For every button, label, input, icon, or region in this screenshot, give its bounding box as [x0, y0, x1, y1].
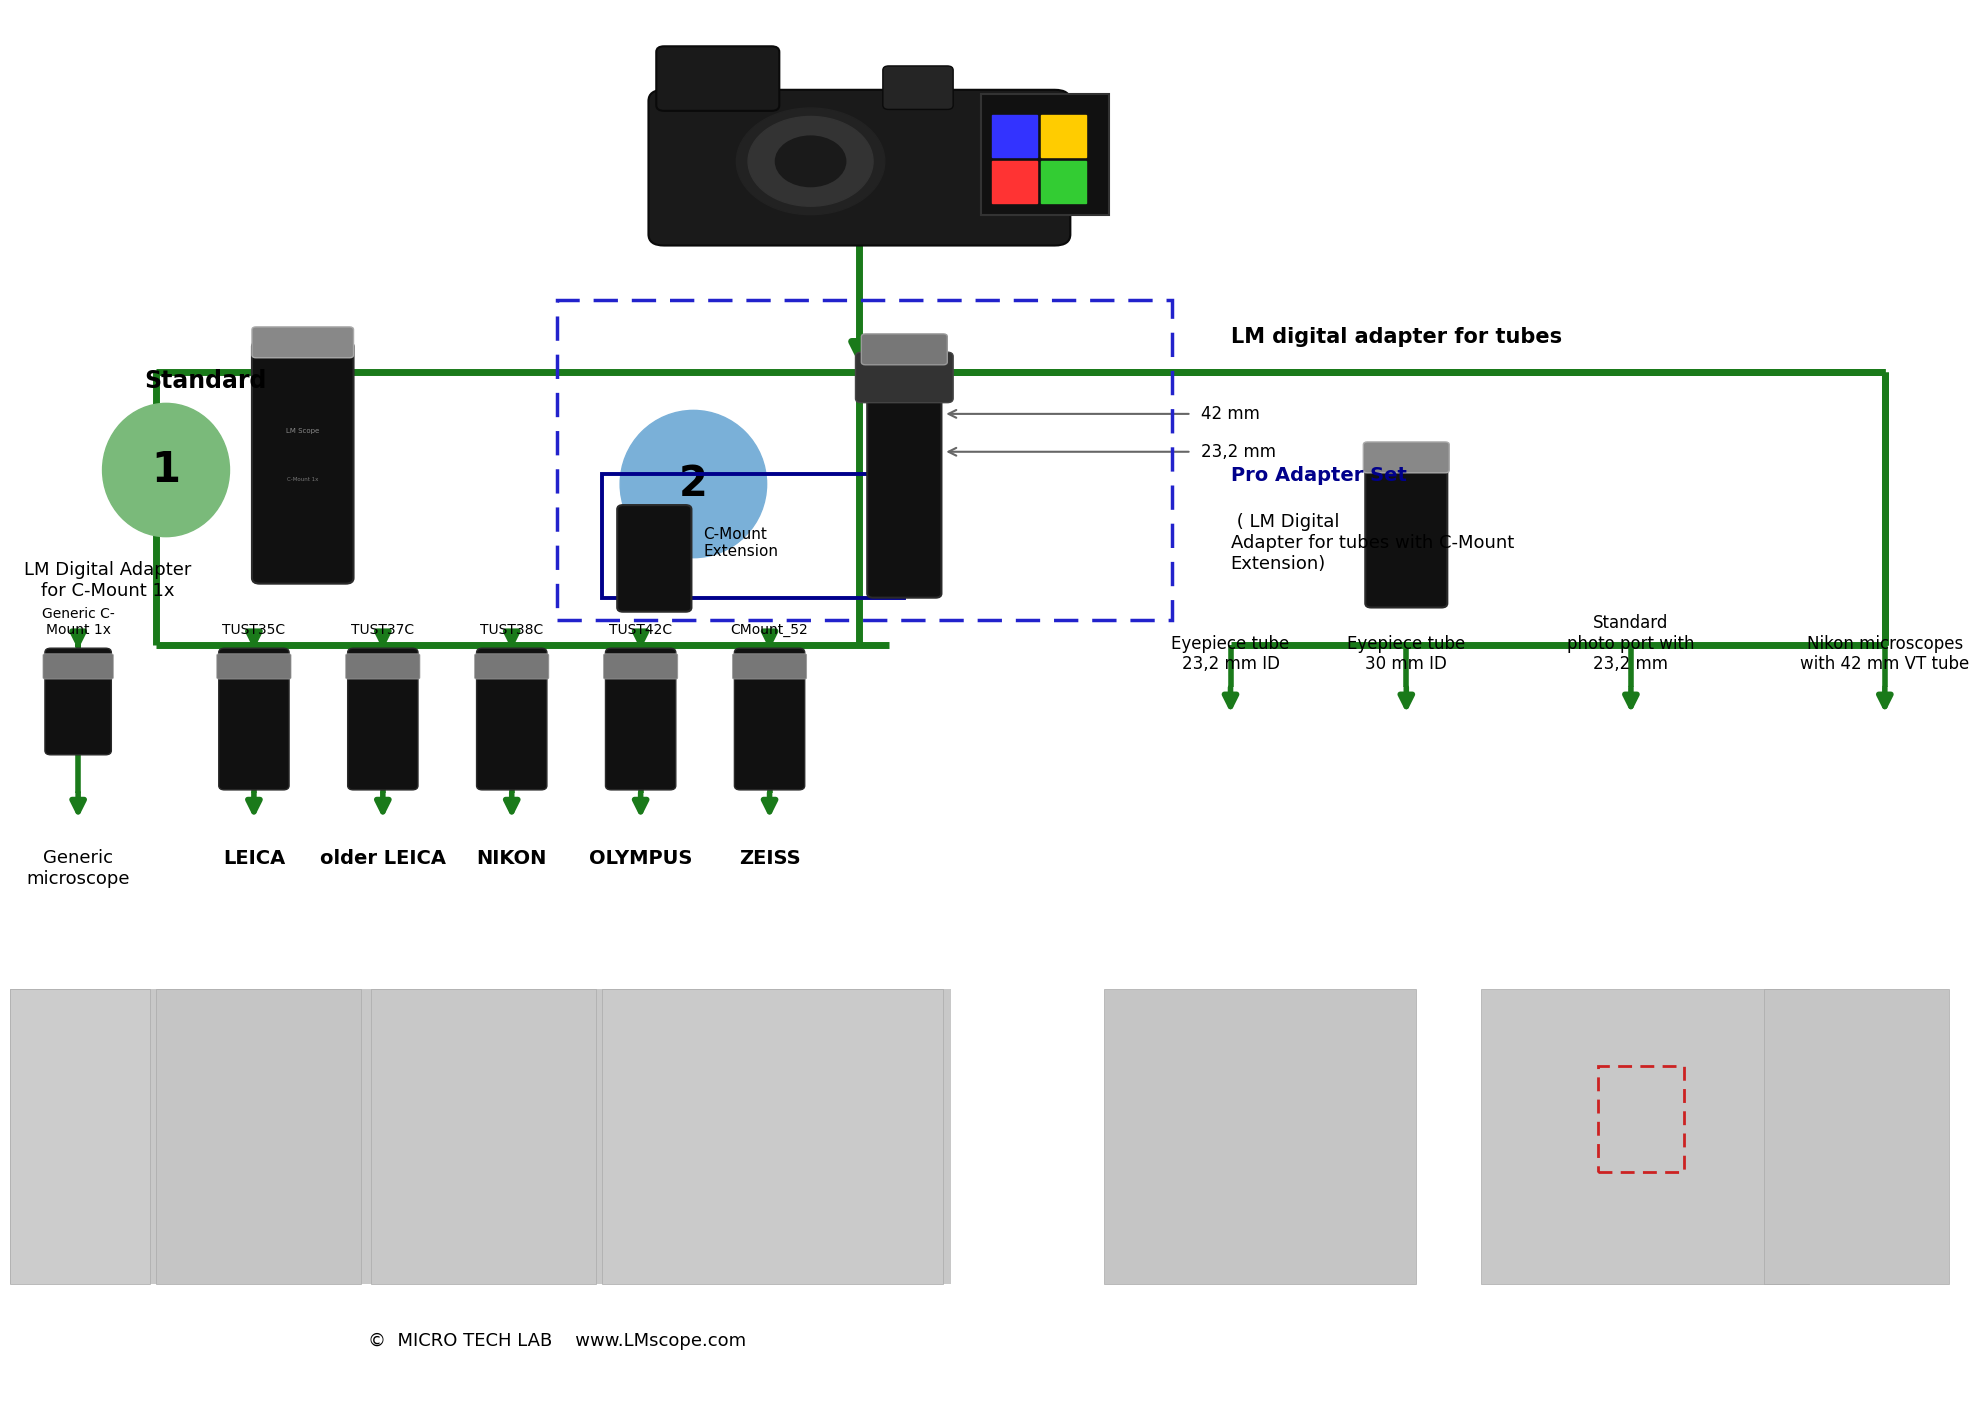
Bar	[1764, 989, 1950, 1284]
Text: OLYMPUS: OLYMPUS	[589, 849, 692, 868]
Text: Standard
photo port with
23,2 mm: Standard photo port with 23,2 mm	[1567, 615, 1694, 673]
Text: Generic
microscope: Generic microscope	[26, 849, 129, 888]
Text: ZEISS: ZEISS	[738, 849, 800, 868]
Text: LM Scope: LM Scope	[286, 428, 319, 434]
FancyBboxPatch shape	[861, 334, 946, 365]
Ellipse shape	[621, 410, 766, 558]
Text: C-Mount 1x: C-Mount 1x	[288, 477, 319, 483]
FancyBboxPatch shape	[617, 505, 692, 612]
FancyBboxPatch shape	[476, 648, 548, 790]
FancyBboxPatch shape	[649, 90, 1069, 246]
Bar	[992, 115, 1038, 157]
Text: 42 mm: 42 mm	[1200, 405, 1260, 422]
FancyBboxPatch shape	[345, 654, 421, 679]
Bar	[1042, 115, 1085, 157]
Text: Generic C-
Mount 1x: Generic C- Mount 1x	[42, 606, 115, 637]
Text: TUST37C: TUST37C	[351, 623, 415, 637]
Bar	[1480, 989, 1809, 1284]
Circle shape	[748, 116, 873, 206]
Text: TUST38C: TUST38C	[480, 623, 544, 637]
Bar	[1042, 161, 1085, 203]
FancyBboxPatch shape	[44, 654, 113, 679]
FancyBboxPatch shape	[980, 94, 1109, 215]
FancyBboxPatch shape	[252, 341, 353, 584]
Circle shape	[776, 136, 845, 187]
Text: 1: 1	[151, 449, 181, 491]
FancyBboxPatch shape	[216, 654, 292, 679]
Text: LEICA: LEICA	[222, 849, 286, 868]
Text: Eyepiece tube
23,2 mm ID: Eyepiece tube 23,2 mm ID	[1171, 634, 1290, 673]
Bar	[992, 161, 1038, 203]
Text: NIKON: NIKON	[476, 849, 548, 868]
Text: Pro Adapter Set: Pro Adapter Set	[1230, 466, 1407, 485]
Bar	[1103, 989, 1417, 1284]
FancyBboxPatch shape	[603, 654, 679, 679]
FancyBboxPatch shape	[883, 66, 952, 109]
Text: Eyepiece tube
30 mm ID: Eyepiece tube 30 mm ID	[1347, 634, 1466, 673]
Bar	[371, 989, 595, 1284]
Text: CMount_52: CMount_52	[730, 623, 807, 637]
Bar	[601, 989, 942, 1284]
FancyBboxPatch shape	[1363, 442, 1448, 473]
Text: Nikon microscopes
with 42 mm VT tube: Nikon microscopes with 42 mm VT tube	[1799, 634, 1970, 673]
Bar	[10, 989, 950, 1284]
Text: LM digital adapter for tubes: LM digital adapter for tubes	[1230, 327, 1561, 347]
Bar	[10, 989, 151, 1284]
FancyBboxPatch shape	[732, 654, 807, 679]
FancyBboxPatch shape	[605, 648, 677, 790]
Ellipse shape	[103, 404, 230, 536]
FancyBboxPatch shape	[855, 352, 952, 403]
Text: C-Mount
Extension: C-Mount Extension	[702, 526, 778, 560]
Text: ( LM Digital
Adapter for tubes with C-Mount
Extension): ( LM Digital Adapter for tubes with C-Mo…	[1230, 513, 1514, 572]
Bar	[157, 989, 361, 1284]
Text: LM Digital Adapter
for C-Mount 1x: LM Digital Adapter for C-Mount 1x	[24, 561, 190, 600]
FancyBboxPatch shape	[347, 648, 419, 790]
Text: 2: 2	[679, 463, 708, 505]
FancyBboxPatch shape	[474, 654, 550, 679]
Text: Standard: Standard	[145, 369, 266, 393]
FancyBboxPatch shape	[218, 648, 290, 790]
FancyBboxPatch shape	[252, 327, 353, 358]
FancyBboxPatch shape	[657, 46, 780, 111]
FancyBboxPatch shape	[46, 648, 111, 755]
Text: TUST35C: TUST35C	[222, 623, 286, 637]
FancyBboxPatch shape	[1365, 459, 1446, 607]
Circle shape	[736, 108, 885, 215]
FancyBboxPatch shape	[867, 386, 942, 598]
Text: 23,2 mm: 23,2 mm	[1200, 443, 1276, 460]
FancyBboxPatch shape	[734, 648, 806, 790]
Text: older LEICA: older LEICA	[319, 849, 446, 868]
Text: TUST42C: TUST42C	[609, 623, 673, 637]
Text: ©  MICRO TECH LAB    www.LMscope.com: © MICRO TECH LAB www.LMscope.com	[367, 1331, 746, 1350]
